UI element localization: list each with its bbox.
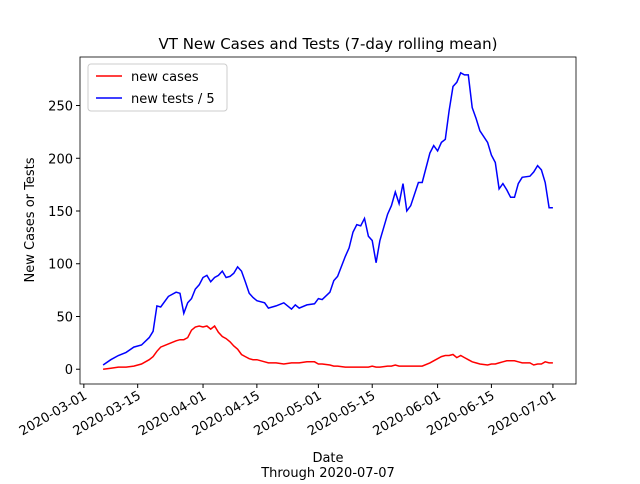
axes-frame xyxy=(79,56,577,385)
y-tick-label: 100 xyxy=(48,258,73,273)
y-tick-label: 200 xyxy=(48,152,73,167)
y-tick-label: 50 xyxy=(56,310,73,325)
legend-label: new cases xyxy=(131,70,199,85)
chart-title: VT New Cases and Tests (7-day rolling me… xyxy=(159,35,498,53)
line-series xyxy=(103,324,553,370)
legend-label: new tests / 5 xyxy=(131,92,215,107)
y-axis-label: New Cases or Tests xyxy=(23,157,38,282)
line-series xyxy=(102,71,553,366)
y-tick-label: 150 xyxy=(48,205,73,220)
legend-box xyxy=(87,63,228,112)
y-tick-label: 250 xyxy=(48,100,73,115)
x-axis-note: Through 2020-07-07 xyxy=(260,466,395,480)
x-axis-label: Date xyxy=(312,451,343,466)
y-tick-label: 0 xyxy=(65,363,73,378)
